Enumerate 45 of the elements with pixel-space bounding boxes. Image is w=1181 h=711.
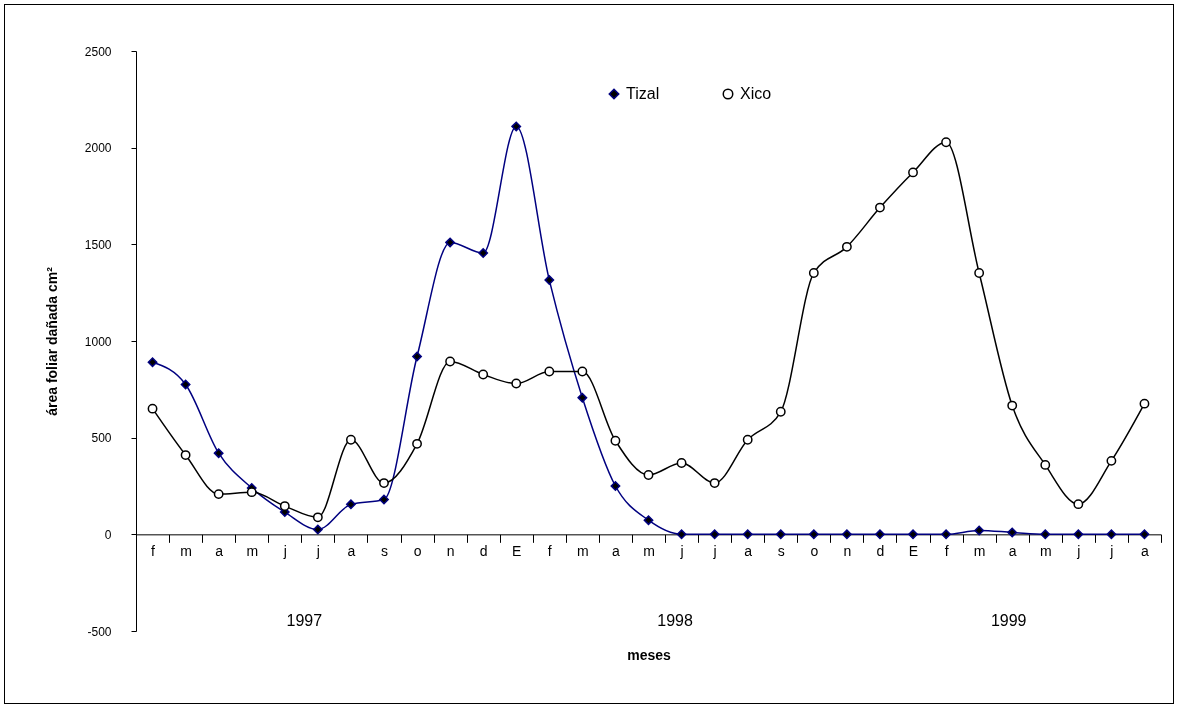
x-tick-label: j xyxy=(1109,542,1114,559)
y-tick-label: -500 xyxy=(87,624,112,639)
legend-label: Tizal xyxy=(626,85,660,102)
x-tick-label: m xyxy=(180,542,192,559)
x-tick-label: j xyxy=(315,542,320,559)
x-tick-label: m xyxy=(1039,542,1052,559)
x-tick-label: j xyxy=(712,542,717,559)
y-tick-label: 500 xyxy=(91,431,112,446)
x-tick-label: o xyxy=(413,542,422,559)
y-tick-label: 1000 xyxy=(84,334,112,349)
x-tick-label: n xyxy=(446,542,455,559)
annotation: 1997 xyxy=(286,612,323,629)
x-tick-label: E xyxy=(512,542,522,559)
x-tick-label: a xyxy=(215,542,224,559)
x-tick-label: j xyxy=(282,542,287,559)
legend-label: Xico xyxy=(740,85,772,102)
x-tick-label: f xyxy=(944,542,949,559)
x-tick-label: n xyxy=(843,542,852,559)
x-tick-label: d xyxy=(876,542,885,559)
x-tick-label: f xyxy=(151,542,156,559)
x-tick-label: E xyxy=(908,542,919,559)
annotation: 1999 xyxy=(990,612,1027,629)
x-tick-label: o xyxy=(810,542,819,559)
x-tick-label: j xyxy=(1076,542,1081,559)
x-tick-label: d xyxy=(479,542,488,559)
y-axis-title: área foliar dañada cm² xyxy=(43,266,60,416)
x-tick-label: m xyxy=(246,542,259,559)
x-tick-label: m xyxy=(973,542,986,559)
x-tick-label: s xyxy=(380,542,388,559)
x-tick-label: m xyxy=(643,542,655,559)
x-tick-label: m xyxy=(577,542,589,559)
y-tick-label: 2000 xyxy=(84,141,112,156)
x-tick-label: a xyxy=(744,542,753,559)
x-axis-title: meses xyxy=(627,646,672,663)
x-tick-label: a xyxy=(1141,542,1150,559)
y-tick-label: 1500 xyxy=(84,237,112,252)
y-tick-label: 2500 xyxy=(84,44,112,59)
x-tick-label: j xyxy=(679,542,684,559)
x-tick-label: f xyxy=(547,542,552,559)
x-tick-label: a xyxy=(347,542,356,559)
x-tick-label: a xyxy=(612,542,621,559)
x-tick-label: a xyxy=(1008,542,1017,559)
x-tick-label: s xyxy=(777,542,785,559)
y-tick-label: 0 xyxy=(104,527,112,542)
annotation: 1998 xyxy=(657,612,693,629)
